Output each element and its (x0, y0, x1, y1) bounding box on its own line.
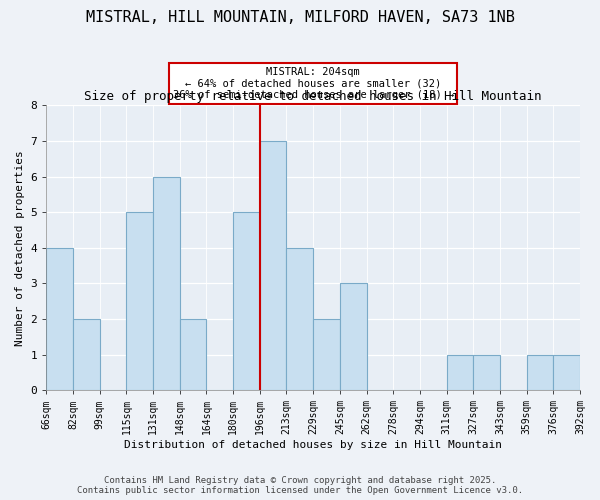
Text: MISTRAL: 204sqm
← 64% of detached houses are smaller (32)
36% of semi-detached h: MISTRAL: 204sqm ← 64% of detached houses… (173, 67, 454, 100)
Bar (233, 212, 260, 390)
Bar (340, 284, 367, 390)
Bar (473, 354, 500, 390)
Text: Contains HM Land Registry data © Crown copyright and database right 2025.
Contai: Contains HM Land Registry data © Crown c… (77, 476, 523, 495)
X-axis label: Distribution of detached houses by size in Hill Mountain: Distribution of detached houses by size … (124, 440, 502, 450)
Bar (153, 176, 180, 390)
Bar (553, 354, 580, 390)
Bar (73, 319, 100, 390)
Bar (286, 248, 313, 390)
Y-axis label: Number of detached properties: Number of detached properties (15, 150, 25, 346)
Bar (180, 319, 206, 390)
Bar (313, 319, 340, 390)
Bar (260, 141, 286, 390)
Title: Size of property relative to detached houses in Hill Mountain: Size of property relative to detached ho… (85, 90, 542, 103)
Bar (527, 354, 553, 390)
Bar (127, 212, 153, 390)
Text: MISTRAL, HILL MOUNTAIN, MILFORD HAVEN, SA73 1NB: MISTRAL, HILL MOUNTAIN, MILFORD HAVEN, S… (86, 10, 514, 25)
Bar (46, 248, 73, 390)
Bar (446, 354, 473, 390)
